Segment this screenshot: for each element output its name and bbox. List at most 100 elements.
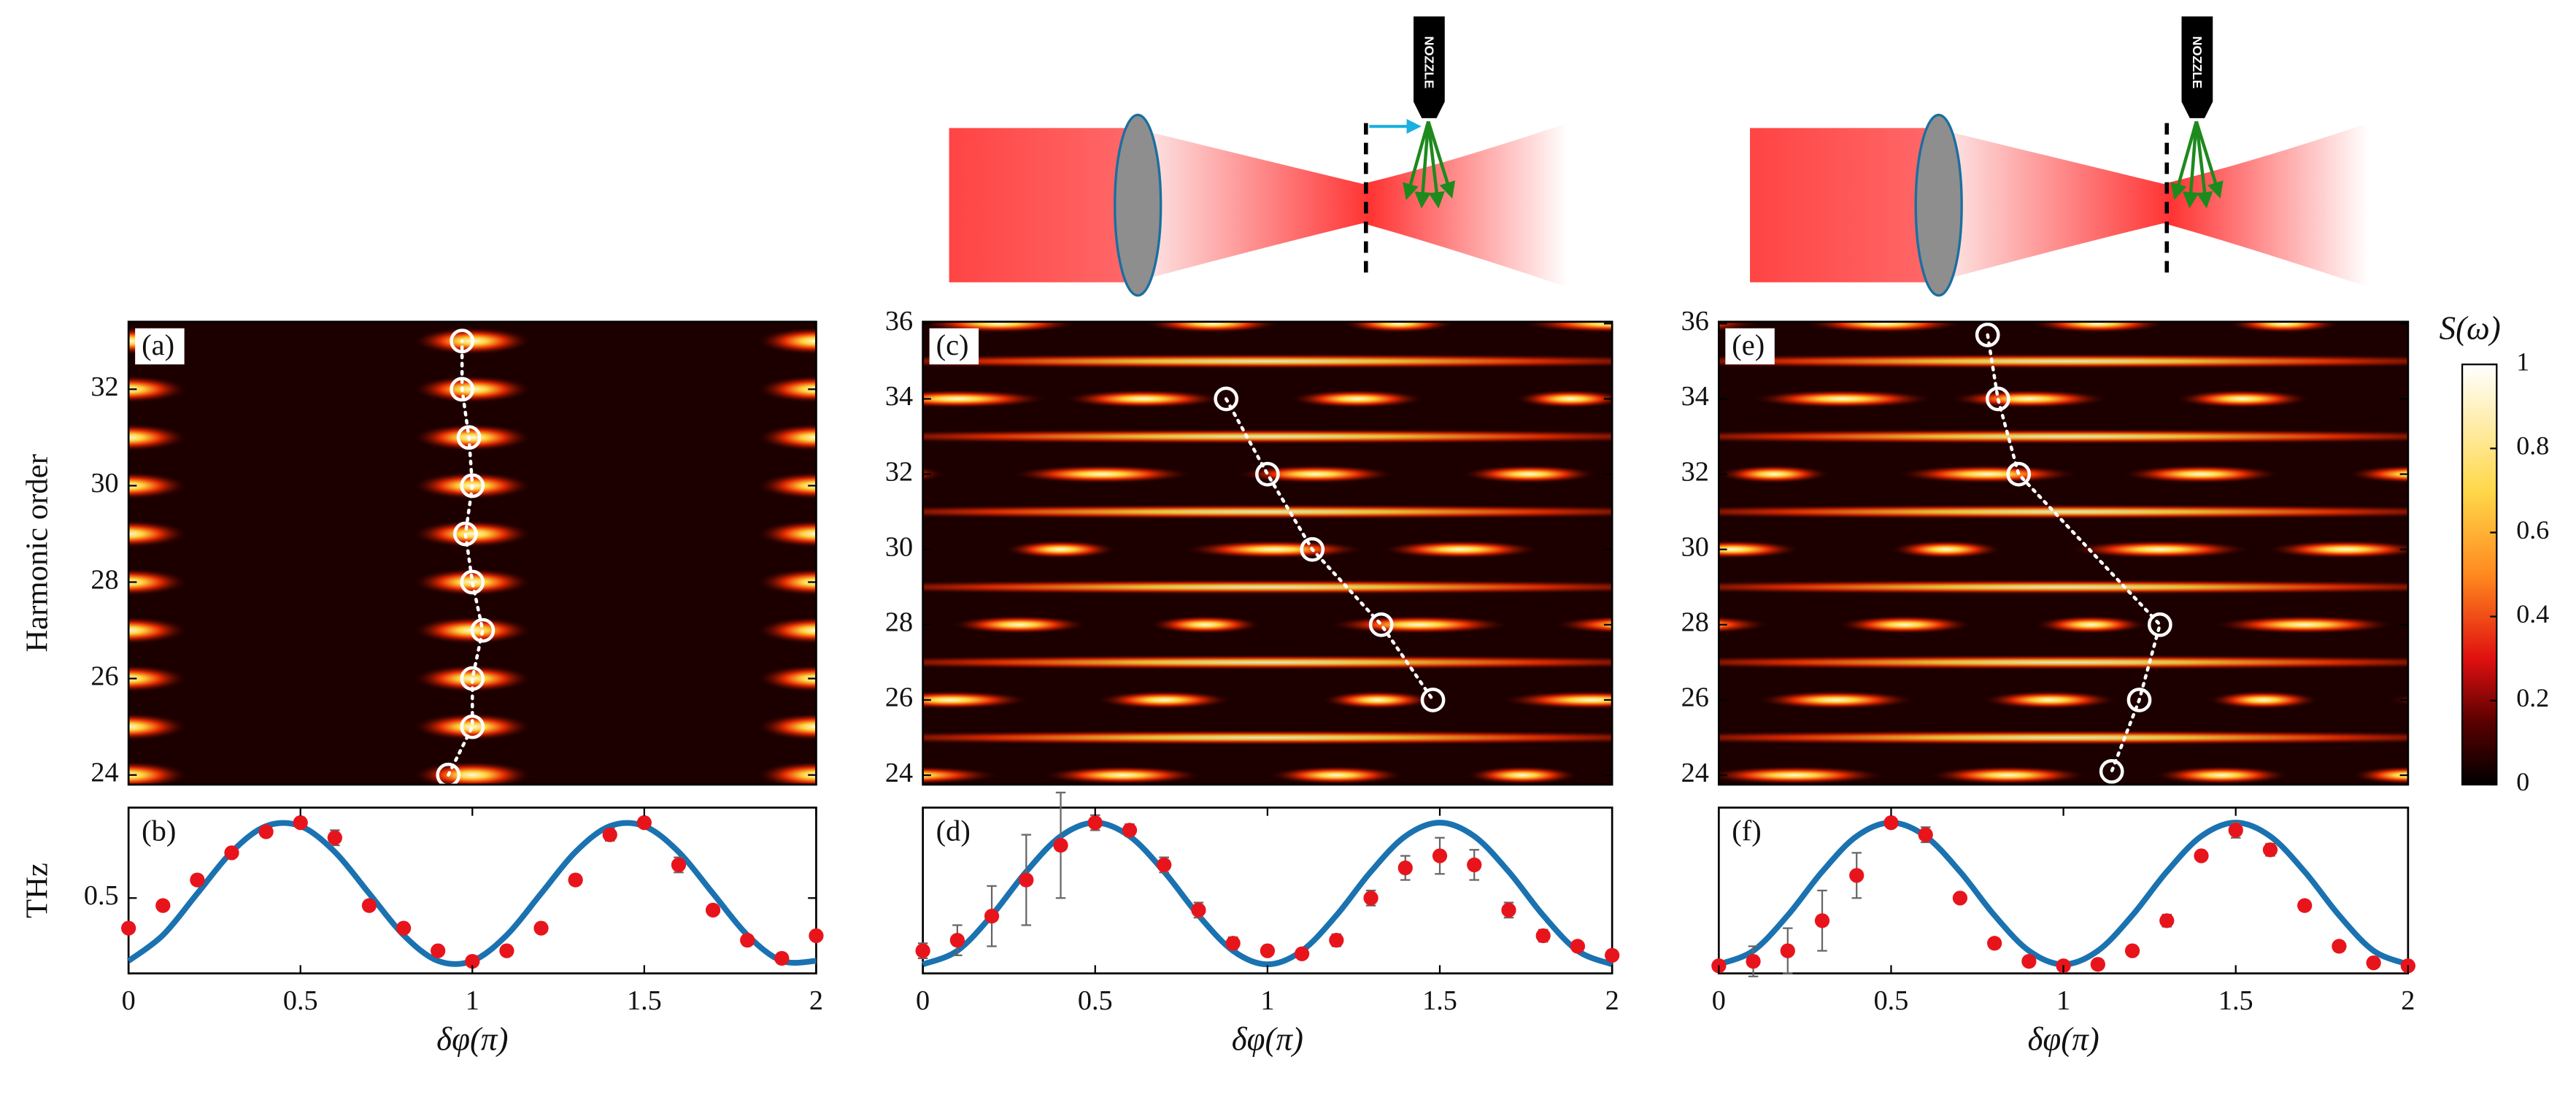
peak-marker <box>1300 536 1325 562</box>
peak-marker <box>2126 688 2152 712</box>
harmonic-glow <box>757 569 817 596</box>
data-point <box>1019 872 1034 888</box>
harmonic-glow <box>757 617 817 645</box>
y-tick-label: 36 <box>1681 306 1709 336</box>
harmonic-glow <box>128 569 188 596</box>
harmonic-glow <box>128 375 188 403</box>
y-tick-label: 32 <box>1681 456 1709 487</box>
harmonic-glow <box>757 665 817 693</box>
harmonic-glow <box>2070 540 2250 559</box>
harmonic-glow <box>128 472 188 499</box>
peak-marker <box>460 473 485 499</box>
harmonic-glow <box>128 520 188 547</box>
gas-arrows <box>2170 120 2224 209</box>
data-point <box>190 872 205 888</box>
panel-label: (a) <box>142 328 174 361</box>
data-point <box>258 824 274 839</box>
data-point <box>465 953 480 969</box>
data-point <box>224 845 239 861</box>
x-tick-label: 0.5 <box>1874 985 1909 1016</box>
data-point <box>1329 933 1344 948</box>
data-point <box>1952 890 1968 906</box>
peak-marker <box>1986 386 2010 412</box>
data-point <box>2021 953 2037 969</box>
harmonic-glow <box>128 713 188 741</box>
x-tick-label: 1.5 <box>2218 985 2253 1016</box>
harmonic-glow <box>757 713 817 741</box>
y-tick-label: 30 <box>1681 532 1709 563</box>
data-point <box>1225 936 1241 951</box>
harmonic-glow <box>1065 390 1222 408</box>
y-tick-label: 26 <box>1681 682 1709 713</box>
data-point <box>2332 939 2347 954</box>
y-tick-label: 32 <box>90 372 118 402</box>
harmonic-glow <box>1270 766 1403 785</box>
panel-label: (c) <box>936 328 969 361</box>
data-point <box>1397 860 1413 876</box>
harmonic-glow <box>2348 465 2408 483</box>
model-curve <box>922 820 1613 968</box>
x-tick-label: 0 <box>1712 985 1726 1016</box>
harmonic-glow <box>1150 615 1261 634</box>
harmonic-glow <box>128 617 188 645</box>
data-point <box>2228 823 2243 838</box>
y-tick-label: 24 <box>90 758 118 788</box>
colorbar-tick-label: 0.4 <box>2516 599 2549 628</box>
harmonic-glow <box>1237 465 1395 483</box>
data-point <box>1363 890 1378 906</box>
data-point <box>809 928 824 944</box>
data-point <box>1918 827 1933 842</box>
harmonic-glow <box>952 615 1087 634</box>
lens <box>1114 113 1162 297</box>
data-point <box>2194 848 2209 863</box>
y-tick-label: 24 <box>1681 758 1709 788</box>
harmonic-glow <box>1753 390 1933 408</box>
heatmap <box>1719 321 2408 785</box>
harmonic-glow <box>414 713 531 741</box>
panel-label: (f) <box>1732 815 1761 847</box>
harmonic-glow <box>1757 690 1914 709</box>
data-point <box>361 898 377 913</box>
data-point <box>984 909 1000 924</box>
harmonic-glow <box>2215 615 2394 634</box>
peak-marker <box>460 569 485 595</box>
harmonic-glow <box>757 520 817 547</box>
data-point <box>1294 946 1310 961</box>
colorbar-tick-label: 0.8 <box>2516 431 2549 461</box>
trend-line <box>447 339 485 777</box>
y-tick-label: 30 <box>885 532 913 563</box>
harmonic-glow <box>1502 690 1613 709</box>
peak-marker <box>436 762 461 785</box>
data-point <box>1053 837 1068 853</box>
harmonic-glow <box>1329 615 1509 634</box>
peak-marker <box>2099 759 2124 784</box>
y-tick-label: 28 <box>1681 607 1709 638</box>
harmonic-glow <box>922 428 1613 445</box>
y-tick-label: 30 <box>90 468 118 499</box>
peak-marker <box>450 377 475 402</box>
harmonic-glow <box>1522 321 1613 333</box>
data-point <box>1122 823 1138 838</box>
panel-label: (e) <box>1732 328 1765 361</box>
harmonic-glow <box>1467 766 1578 785</box>
data-point <box>915 943 930 958</box>
data-point <box>949 933 965 948</box>
harmonic-glow <box>1929 766 2087 785</box>
peak-marker <box>456 425 482 450</box>
colorbar-tick-label: 0.6 <box>2516 515 2549 545</box>
harmonic-glow <box>922 390 1047 408</box>
harmonic-glow <box>1719 766 1884 785</box>
harmonic-glow <box>1719 465 1829 483</box>
harmonic-glow <box>757 423 817 451</box>
laser-beam <box>1750 123 2369 288</box>
data-point <box>1087 815 1103 831</box>
data-point <box>327 830 342 845</box>
x-tick-label: 0 <box>916 985 930 1016</box>
data-point <box>774 950 790 966</box>
harmonic-glow <box>2123 465 2280 483</box>
x-tick-label: 0.5 <box>1078 985 1113 1016</box>
heatmap <box>922 321 1613 785</box>
nozzle-label: NOZZLE <box>1422 36 1437 88</box>
data-point <box>2090 957 2105 972</box>
